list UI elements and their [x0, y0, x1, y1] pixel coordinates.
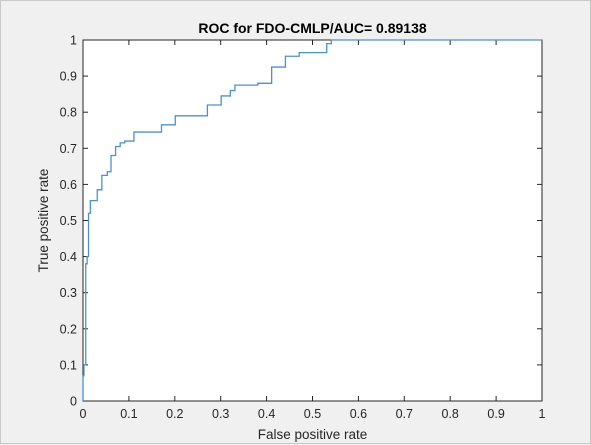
roc-curve-line	[82, 39, 542, 401]
y-tick-label: 0.6	[60, 178, 77, 192]
x-axis-label: False positive rate	[258, 427, 368, 442]
x-tick-label: 0.9	[487, 407, 504, 421]
x-tick-label: 0	[80, 407, 87, 421]
x-tick-label: 1	[539, 407, 546, 421]
y-tick-label: 1	[70, 34, 77, 48]
y-tick-label: 0.2	[60, 322, 77, 336]
x-tick-label: 0.4	[258, 407, 275, 421]
y-tick-label: 0.8	[60, 106, 77, 120]
chart-title: ROC for FDO-CMLP/AUC= 0.89138	[198, 20, 427, 36]
y-tick-label: 0.9	[60, 70, 77, 84]
x-tick-label: 0.8	[442, 407, 459, 421]
y-tick-label: 0.1	[60, 358, 77, 372]
x-tick-label: 0.3	[212, 407, 229, 421]
y-tick-label: 0.4	[60, 250, 77, 264]
x-tick-label: 0.5	[304, 407, 321, 421]
x-tick-label: 0.6	[350, 407, 367, 421]
x-tick-label: 0.2	[166, 407, 183, 421]
y-tick-label: 0.5	[60, 214, 77, 228]
x-tick-label: 0.7	[396, 407, 413, 421]
y-axis-label: True positive rate	[36, 169, 51, 273]
axis-tick-labels: 0 0.1 0.2 0.3 0.4 0.5 0.6 0.7 0.8 0.9 1 0 0.1 0.2 0.3 0…	[60, 34, 546, 422]
y-tick-label: 0.7	[60, 142, 77, 156]
y-tick-label: 0	[70, 395, 77, 409]
y-tick-label: 0.3	[60, 286, 77, 300]
x-tick-label: 0.1	[120, 407, 137, 421]
plot-area	[82, 39, 543, 402]
